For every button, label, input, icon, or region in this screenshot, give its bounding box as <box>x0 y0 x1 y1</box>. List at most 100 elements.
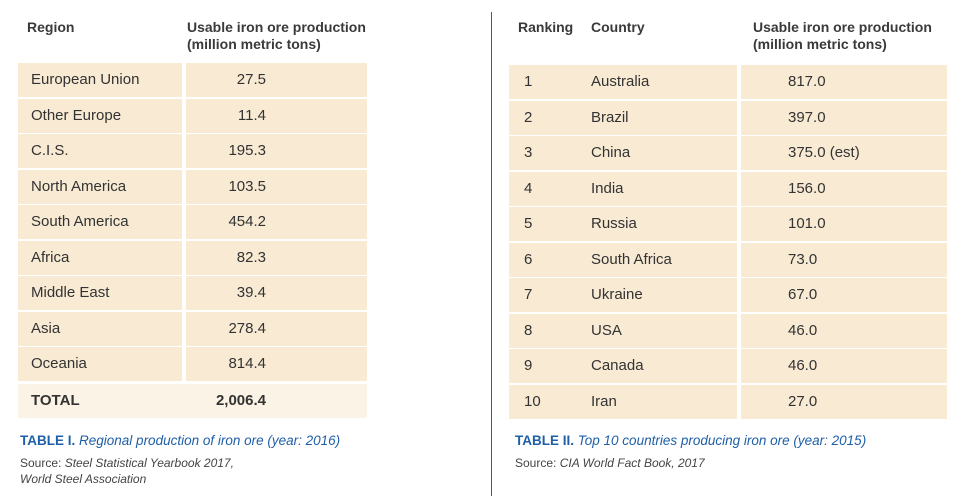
row-cell <box>509 242 737 277</box>
rank: 7 <box>524 286 533 303</box>
value: 101.0 <box>788 215 826 232</box>
row-cell <box>18 311 182 346</box>
row-cell <box>509 207 737 241</box>
row-cell <box>509 136 737 170</box>
row-cell <box>18 134 182 168</box>
country: Ukraine <box>591 286 643 303</box>
value: 46.0 <box>788 357 818 374</box>
country: South Africa <box>591 250 672 268</box>
value: 39.4 <box>236 284 266 301</box>
row-cell <box>18 98 182 133</box>
row-cell <box>186 276 367 310</box>
region: Other Europe <box>31 106 122 124</box>
row-cell <box>186 134 367 168</box>
header: Country <box>591 19 645 35</box>
row-cell <box>741 100 947 135</box>
country: Canada <box>591 357 644 374</box>
row-cell <box>741 278 947 312</box>
row-cell <box>509 171 737 206</box>
value: 46.0 <box>788 321 818 339</box>
row-cell <box>741 207 947 241</box>
region: Asia <box>31 319 61 337</box>
value: 278.4 <box>228 319 266 337</box>
row-cell <box>18 169 182 204</box>
row-cell <box>509 65 737 99</box>
row-cell <box>18 240 182 275</box>
row-cell <box>18 63 182 97</box>
country: India <box>591 179 624 197</box>
source-prefix: Source: <box>20 456 62 470</box>
value: 397.0 <box>788 108 826 126</box>
row-cell <box>509 349 737 383</box>
value: 817.0 <box>788 73 826 90</box>
rank: 2 <box>524 108 533 126</box>
divider <box>491 12 492 496</box>
region: C.I.S. <box>31 142 69 159</box>
row-cell <box>741 384 947 419</box>
value: 156.0 <box>788 179 826 197</box>
country: China <box>591 144 631 161</box>
rank: 8 <box>524 321 533 339</box>
caption-text: Regional production of iron ore (year: 2… <box>79 433 341 448</box>
value: 27.5 <box>236 71 266 88</box>
caption-label: TABLE I. <box>20 433 76 448</box>
row-cell <box>741 349 947 383</box>
row-cell <box>18 205 182 239</box>
country: Brazil <box>591 108 629 126</box>
total-cell <box>18 383 367 418</box>
row-cell <box>186 347 367 381</box>
row-cell <box>18 347 182 381</box>
value: 11.4 <box>237 106 266 124</box>
value: 375.0 (est) <box>788 144 860 161</box>
source-text: CIA World Fact Book, 2017 <box>559 456 705 470</box>
caption-text: Top 10 countries producing iron ore (yea… <box>577 433 867 448</box>
value: 195.3 <box>228 142 266 159</box>
rank: 4 <box>524 179 533 197</box>
row-cell <box>741 136 947 170</box>
region: Middle East <box>31 284 110 301</box>
caption: TABLE I. Regional production of iron ore… <box>20 433 340 448</box>
row-cell <box>18 276 182 310</box>
value: 454.2 <box>228 213 266 230</box>
row-cell <box>186 240 367 275</box>
header: Ranking <box>518 19 574 35</box>
header: Usable iron ore production (million metr… <box>187 19 366 52</box>
row-cell <box>186 63 367 97</box>
header: Region <box>27 19 75 35</box>
value: 82.3 <box>236 248 266 266</box>
region: South America <box>31 213 129 230</box>
rank: 9 <box>524 357 533 374</box>
region: Africa <box>31 248 70 266</box>
total-label: TOTAL <box>31 391 80 409</box>
row-cell <box>741 313 947 348</box>
value: 67.0 <box>788 286 818 303</box>
region: European Union <box>31 71 140 88</box>
row-cell <box>509 384 737 419</box>
row-cell <box>509 278 737 312</box>
header: Usable iron ore production (million metr… <box>753 19 932 52</box>
source-text: Steel Statistical Yearbook 2017, World S… <box>20 456 234 486</box>
value: 27.0 <box>788 392 818 410</box>
row-cell <box>186 205 367 239</box>
row-cell <box>741 171 947 206</box>
region: Oceania <box>31 355 87 372</box>
value: 103.5 <box>228 177 266 195</box>
caption: TABLE II. Top 10 countries producing iro… <box>515 433 866 448</box>
country: Russia <box>591 215 637 232</box>
country: Australia <box>591 73 650 90</box>
row-cell <box>186 311 367 346</box>
value: 73.0 <box>788 250 818 268</box>
source-prefix: Source: <box>515 456 557 470</box>
value: 814.4 <box>228 355 266 372</box>
region: North America <box>31 177 127 195</box>
rank: 5 <box>524 215 533 232</box>
row-cell <box>741 242 947 277</box>
row-cell <box>509 100 737 135</box>
rank: 1 <box>524 73 533 90</box>
rank: 10 <box>524 392 541 410</box>
rank: 6 <box>524 250 533 268</box>
row-cell <box>186 169 367 204</box>
row-cell <box>509 313 737 348</box>
row-cell <box>741 65 947 99</box>
caption-label: TABLE II. <box>515 433 574 448</box>
